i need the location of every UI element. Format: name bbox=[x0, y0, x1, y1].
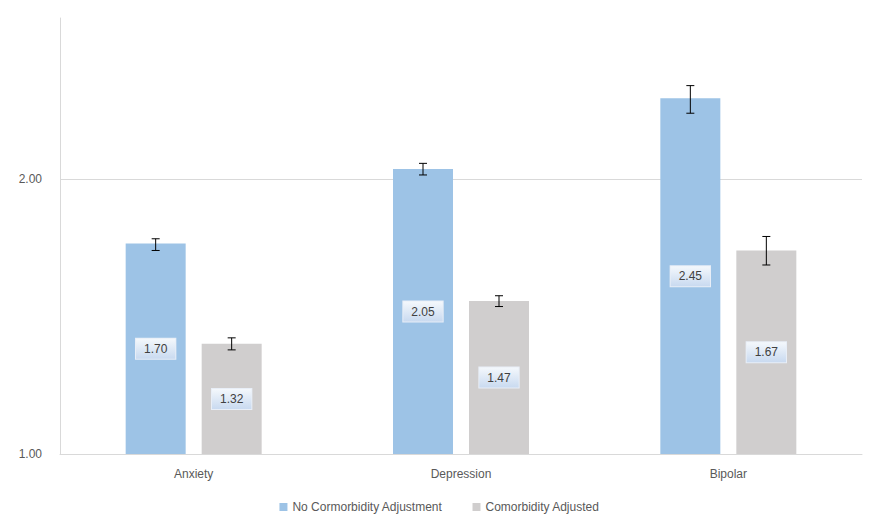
svg-text:1.47: 1.47 bbox=[487, 371, 511, 385]
svg-text:1.32: 1.32 bbox=[220, 392, 244, 406]
svg-text:Depression: Depression bbox=[431, 467, 492, 481]
svg-text:1.67: 1.67 bbox=[755, 345, 779, 359]
svg-text:Bipolar: Bipolar bbox=[710, 467, 747, 481]
svg-text:No Cormorbidity Adjustment: No Cormorbidity Adjustment bbox=[292, 500, 442, 514]
svg-text:Anxiety: Anxiety bbox=[174, 467, 213, 481]
svg-text:2.45: 2.45 bbox=[679, 269, 703, 283]
svg-text:1.70: 1.70 bbox=[144, 342, 168, 356]
svg-text:2.00: 2.00 bbox=[19, 172, 43, 186]
svg-text:Comorbidity Adjusted: Comorbidity Adjusted bbox=[486, 500, 599, 514]
svg-text:1.00: 1.00 bbox=[19, 447, 43, 461]
svg-text:2.05: 2.05 bbox=[411, 305, 435, 319]
